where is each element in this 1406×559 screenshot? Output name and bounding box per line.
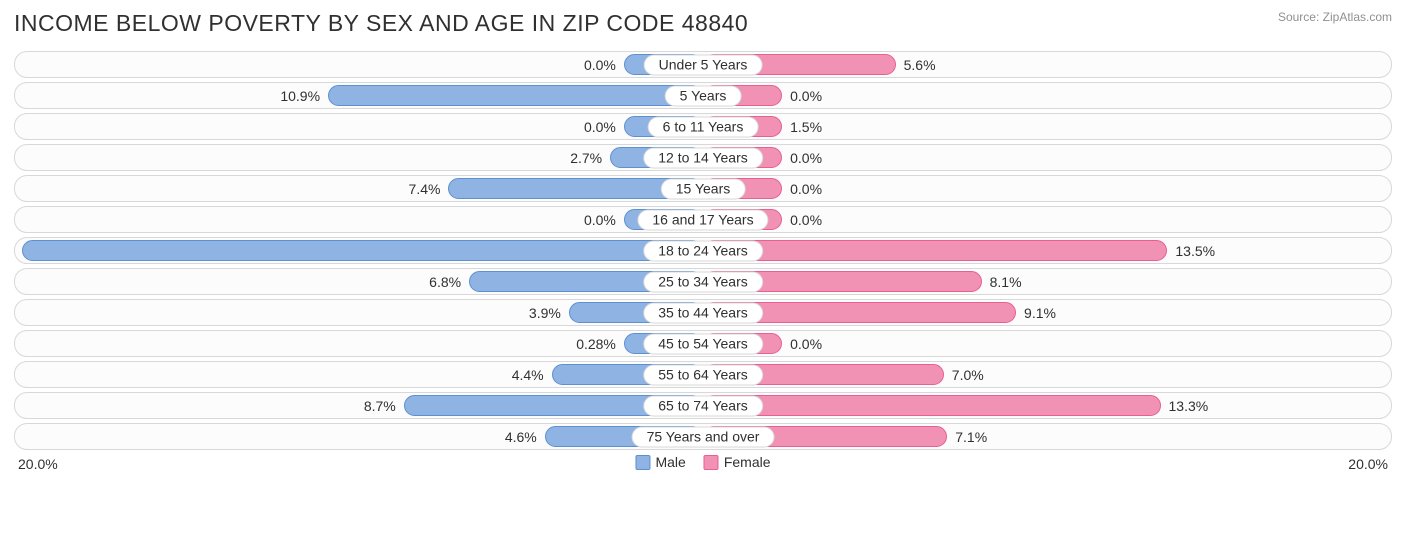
chart-footer: 20.0% Male Female 20.0% bbox=[14, 454, 1392, 476]
category-label: 5 Years bbox=[665, 85, 742, 106]
value-female: 13.3% bbox=[1169, 393, 1209, 418]
category-label: 45 to 54 Years bbox=[643, 333, 763, 354]
table-row: 3.9% 9.1% 35 to 44 Years bbox=[14, 299, 1392, 326]
table-row: 0.28% 0.0% 45 to 54 Years bbox=[14, 330, 1392, 357]
value-male: 0.0% bbox=[584, 207, 616, 232]
bar-male bbox=[22, 240, 703, 261]
legend: Male Female bbox=[635, 454, 770, 470]
bar-male bbox=[328, 85, 703, 106]
bar-female bbox=[703, 395, 1161, 416]
table-row: 0.0% 5.6% Under 5 Years bbox=[14, 51, 1392, 78]
table-row: 19.8%13.5%18 to 24 Years bbox=[14, 237, 1392, 264]
value-female: 7.1% bbox=[955, 424, 987, 449]
value-male: 8.7% bbox=[364, 393, 396, 418]
table-row: 4.6% 7.1% 75 Years and over bbox=[14, 423, 1392, 450]
value-female: 0.0% bbox=[790, 176, 822, 201]
value-female: 0.0% bbox=[790, 145, 822, 170]
category-label: 75 Years and over bbox=[632, 426, 775, 447]
chart-source: Source: ZipAtlas.com bbox=[1278, 10, 1392, 24]
category-label: 35 to 44 Years bbox=[643, 302, 763, 323]
value-male: 0.0% bbox=[584, 114, 616, 139]
bar-female bbox=[703, 240, 1167, 261]
category-label: 12 to 14 Years bbox=[643, 147, 763, 168]
category-label: 16 and 17 Years bbox=[637, 209, 768, 230]
axis-right-label: 20.0% bbox=[1348, 456, 1388, 472]
legend-item-male: Male bbox=[635, 454, 685, 470]
value-female: 9.1% bbox=[1024, 300, 1056, 325]
legend-label-female: Female bbox=[724, 454, 771, 470]
value-male: 7.4% bbox=[409, 176, 441, 201]
value-male: 4.4% bbox=[512, 362, 544, 387]
table-row: 7.4% 0.0% 15 Years bbox=[14, 175, 1392, 202]
axis-left-label: 20.0% bbox=[18, 456, 58, 472]
table-row: 0.0% 1.5% 6 to 11 Years bbox=[14, 113, 1392, 140]
category-label: 65 to 74 Years bbox=[643, 395, 763, 416]
value-male: 2.7% bbox=[570, 145, 602, 170]
value-female: 13.5% bbox=[1175, 238, 1215, 263]
value-male: 0.28% bbox=[576, 331, 616, 356]
value-male: 4.6% bbox=[505, 424, 537, 449]
table-row: 8.7% 13.3% 65 to 74 Years bbox=[14, 392, 1392, 419]
category-label: 15 Years bbox=[661, 178, 746, 199]
value-female: 0.0% bbox=[790, 83, 822, 108]
value-female: 0.0% bbox=[790, 331, 822, 356]
value-male: 6.8% bbox=[429, 269, 461, 294]
table-row: 10.9% 0.0% 5 Years bbox=[14, 82, 1392, 109]
legend-label-male: Male bbox=[655, 454, 685, 470]
value-male: 10.9% bbox=[280, 83, 320, 108]
chart-container: INCOME BELOW POVERTY BY SEX AND AGE IN Z… bbox=[0, 0, 1406, 484]
value-female: 1.5% bbox=[790, 114, 822, 139]
category-label: Under 5 Years bbox=[644, 54, 763, 75]
category-label: 55 to 64 Years bbox=[643, 364, 763, 385]
legend-swatch-male bbox=[635, 455, 650, 470]
category-label: 6 to 11 Years bbox=[648, 116, 759, 137]
value-male: 0.0% bbox=[584, 52, 616, 77]
value-female: 8.1% bbox=[990, 269, 1022, 294]
header: INCOME BELOW POVERTY BY SEX AND AGE IN Z… bbox=[14, 10, 1392, 37]
category-label: 18 to 24 Years bbox=[643, 240, 763, 261]
table-row: 4.4% 7.0% 55 to 64 Years bbox=[14, 361, 1392, 388]
chart-rows: 0.0% 5.6% Under 5 Years 10.9% 0.0% 5 Years 0.0… bbox=[14, 51, 1392, 450]
value-female: 0.0% bbox=[790, 207, 822, 232]
category-label: 25 to 34 Years bbox=[643, 271, 763, 292]
table-row: 0.0% 0.0% 16 and 17 Years bbox=[14, 206, 1392, 233]
chart-title: INCOME BELOW POVERTY BY SEX AND AGE IN Z… bbox=[14, 10, 748, 37]
value-male: 3.9% bbox=[529, 300, 561, 325]
legend-item-female: Female bbox=[704, 454, 771, 470]
value-female: 5.6% bbox=[904, 52, 936, 77]
legend-swatch-female bbox=[704, 455, 719, 470]
table-row: 2.7% 0.0% 12 to 14 Years bbox=[14, 144, 1392, 171]
value-female: 7.0% bbox=[952, 362, 984, 387]
table-row: 6.8% 8.1% 25 to 34 Years bbox=[14, 268, 1392, 295]
